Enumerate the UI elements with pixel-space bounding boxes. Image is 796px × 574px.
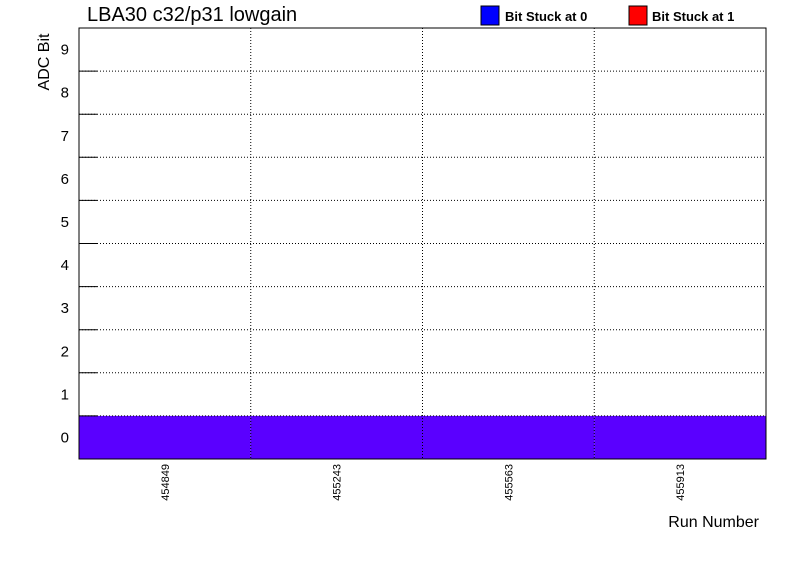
heatmap-cell <box>594 415 766 459</box>
x-axis-tick-labels: 454849 455243 455563 455913 <box>160 464 687 501</box>
x-tick-label: 454849 <box>160 464 172 501</box>
y-tick-label: 6 <box>61 171 69 188</box>
heatmap-cells <box>79 415 766 459</box>
plot-frame <box>78 27 767 460</box>
x-tick-label: 455243 <box>332 464 344 501</box>
x-tick-label: 455563 <box>503 464 515 501</box>
y-tick-label: 3 <box>61 300 69 317</box>
y-tick-label: 8 <box>61 85 69 102</box>
y-tick-label: 7 <box>61 128 69 145</box>
y-tick-label: 5 <box>61 214 69 231</box>
x-axis-label: Run Number <box>668 514 759 531</box>
y-tick-label: 1 <box>61 386 69 403</box>
y-axis-ticks <box>79 70 97 417</box>
legend-swatch-stuck-0 <box>480 5 500 26</box>
legend: Bit Stuck at 0 Bit Stuck at 1 <box>480 5 734 26</box>
legend-swatch-stuck-1 <box>628 5 648 26</box>
x-tick-label: 455913 <box>675 464 687 501</box>
y-axis-tick-labels: 0 1 2 3 4 5 6 7 8 9 <box>61 42 69 447</box>
legend-label-stuck-0: Bit Stuck at 0 <box>505 9 587 24</box>
y-axis-label: ADC Bit <box>36 33 53 90</box>
heatmap-cell <box>250 415 423 459</box>
legend-label-stuck-1: Bit Stuck at 1 <box>652 9 734 24</box>
heatmap-cell <box>79 415 251 459</box>
y-tick-label: 2 <box>61 343 69 360</box>
y-tick-label: 9 <box>61 42 69 59</box>
y-tick-label: 4 <box>61 257 69 274</box>
heatmap-cell <box>422 415 595 459</box>
chart-title: LBA30 c32/p31 lowgain <box>87 4 297 26</box>
grid-lines <box>79 28 766 459</box>
y-tick-label: 0 <box>61 429 69 446</box>
